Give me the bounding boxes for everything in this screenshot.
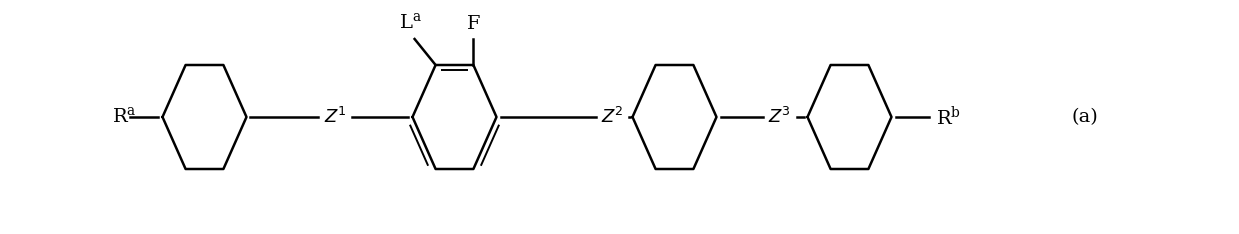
Text: R$^\mathregular{b}$: R$^\mathregular{b}$ [937,105,961,129]
Text: R$^\mathregular{a}$: R$^\mathregular{a}$ [113,107,138,127]
Text: $\mathit{Z}^2$: $\mathit{Z}^2$ [601,107,624,127]
Text: (a): (a) [1072,108,1098,126]
Text: $\mathit{Z}^1$: $\mathit{Z}^1$ [325,107,347,127]
Text: F: F [467,15,481,33]
Text: $\mathit{Z}^3$: $\mathit{Z}^3$ [768,107,790,127]
Text: L$^\mathregular{a}$: L$^\mathregular{a}$ [399,12,422,33]
